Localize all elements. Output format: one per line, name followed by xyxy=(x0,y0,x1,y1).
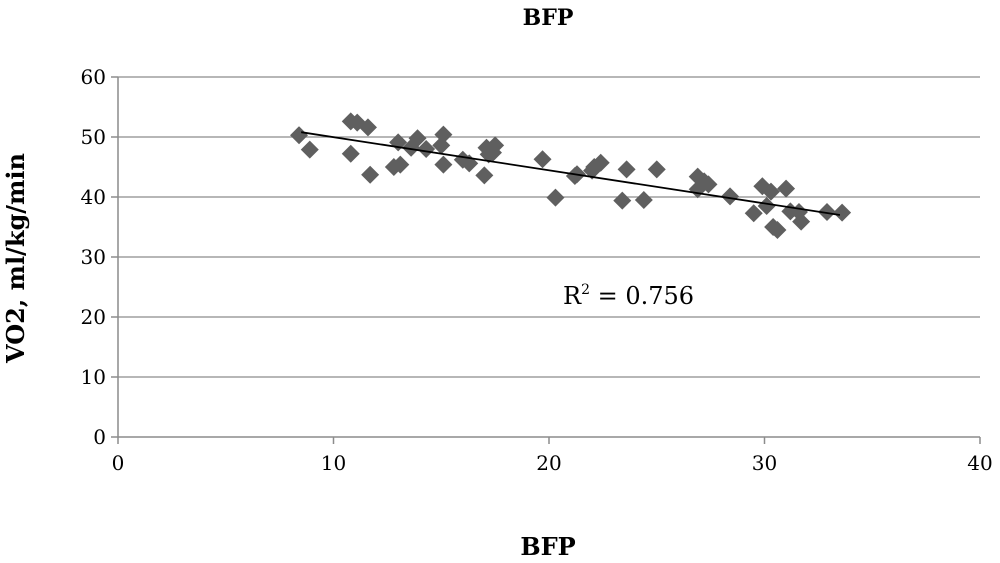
data-point xyxy=(417,140,436,158)
data-point xyxy=(744,204,763,223)
x-tick-label: 0 xyxy=(112,451,125,475)
data-point xyxy=(613,191,632,210)
y-tick-label: 0 xyxy=(93,425,106,449)
data-point xyxy=(761,182,780,201)
data-point xyxy=(290,126,309,145)
data-point xyxy=(777,179,796,198)
data-point xyxy=(617,160,636,179)
data-point xyxy=(434,155,453,174)
data-point xyxy=(533,150,552,169)
y-tick-label: 30 xyxy=(81,245,106,269)
x-tick-label: 40 xyxy=(967,451,992,475)
tick-labels: 0 10 20 30 40 50 60 0 10 20 30 40 xyxy=(81,65,993,475)
data-point xyxy=(358,118,377,137)
gridlines xyxy=(118,76,980,378)
data-point xyxy=(432,136,451,155)
data-point xyxy=(348,113,367,132)
trendline xyxy=(301,131,841,216)
data-point xyxy=(546,188,565,207)
y-tick-label: 50 xyxy=(81,125,106,149)
chart-title: BFP xyxy=(523,5,574,31)
x-tick-label: 10 xyxy=(321,451,346,475)
data-point xyxy=(817,203,836,221)
y-tick-label: 60 xyxy=(81,65,106,89)
data-point xyxy=(591,153,610,172)
data-point xyxy=(792,212,811,231)
y-tick-label: 10 xyxy=(81,365,106,389)
data-point xyxy=(483,143,502,162)
y-tick-label: 20 xyxy=(81,305,106,329)
x-tick-label: 20 xyxy=(536,451,561,475)
data-point xyxy=(634,191,653,209)
x-axis-title: BFP xyxy=(520,532,575,561)
data-point xyxy=(408,129,427,148)
x-tick-label: 30 xyxy=(752,451,777,475)
y-tick-label: 40 xyxy=(81,185,106,209)
data-point xyxy=(391,155,410,174)
axes xyxy=(111,76,981,444)
data-point xyxy=(341,144,360,163)
data-point xyxy=(475,166,494,185)
y-axis-title: VO2, ml/kg/min xyxy=(1,153,30,364)
data-point xyxy=(699,175,718,194)
data-point xyxy=(768,221,787,239)
data-point xyxy=(833,203,852,222)
trendline-group xyxy=(301,131,841,216)
data-point xyxy=(361,165,380,184)
data-point xyxy=(647,160,666,179)
data-point xyxy=(721,187,740,206)
data-point xyxy=(757,197,776,215)
data-points xyxy=(290,112,852,239)
data-point xyxy=(300,140,319,159)
r-squared-annotation: R2 = 0.756 xyxy=(563,282,694,310)
